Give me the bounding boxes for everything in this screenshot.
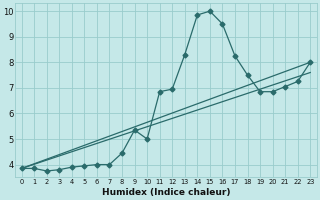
X-axis label: Humidex (Indice chaleur): Humidex (Indice chaleur)	[102, 188, 230, 197]
